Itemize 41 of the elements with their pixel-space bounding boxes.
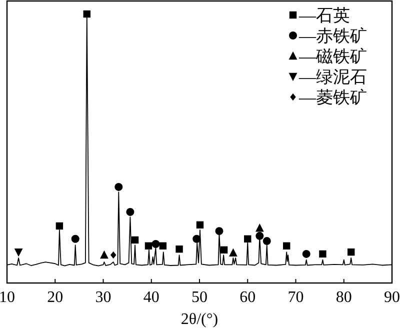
x-tick-label: 20 bbox=[47, 289, 64, 306]
x-tick-label: 60 bbox=[240, 289, 256, 306]
legend-label: —磁铁矿 bbox=[298, 47, 367, 66]
point bbox=[83, 10, 90, 18]
point bbox=[196, 221, 204, 228]
point bbox=[56, 222, 64, 230]
point bbox=[110, 251, 116, 259]
x-tick-label: 70 bbox=[288, 289, 304, 306]
point bbox=[176, 246, 183, 253]
point bbox=[144, 242, 152, 250]
legend-label: —石英 bbox=[298, 6, 350, 25]
point bbox=[71, 234, 80, 243]
x-axis-title: 2θ/(°) bbox=[180, 311, 218, 328]
point bbox=[100, 250, 108, 259]
point bbox=[14, 248, 23, 257]
x-tick-label: 40 bbox=[143, 289, 160, 306]
point bbox=[228, 248, 238, 256]
point bbox=[131, 236, 139, 244]
point bbox=[319, 250, 326, 258]
point bbox=[244, 235, 252, 242]
point bbox=[262, 237, 271, 246]
point bbox=[255, 224, 264, 232]
legend-label: —菱铁矿 bbox=[298, 88, 367, 107]
legend-label: —赤铁矿 bbox=[298, 26, 367, 46]
x-tick-label: 80 bbox=[336, 289, 352, 306]
point bbox=[215, 227, 224, 236]
point bbox=[347, 248, 355, 256]
point bbox=[192, 234, 201, 243]
x-tick-label: 30 bbox=[95, 289, 112, 306]
point bbox=[256, 232, 264, 240]
point bbox=[114, 182, 123, 191]
legend-label: —绿泥石 bbox=[298, 68, 367, 86]
point bbox=[159, 242, 167, 250]
point bbox=[302, 250, 310, 258]
x-tick-label: 50 bbox=[192, 289, 208, 306]
x-tick-label: 10 bbox=[0, 289, 15, 306]
x-tick-label: 90 bbox=[384, 289, 400, 306]
point bbox=[152, 240, 160, 248]
point bbox=[126, 208, 134, 216]
point bbox=[283, 242, 290, 250]
point bbox=[220, 246, 228, 254]
